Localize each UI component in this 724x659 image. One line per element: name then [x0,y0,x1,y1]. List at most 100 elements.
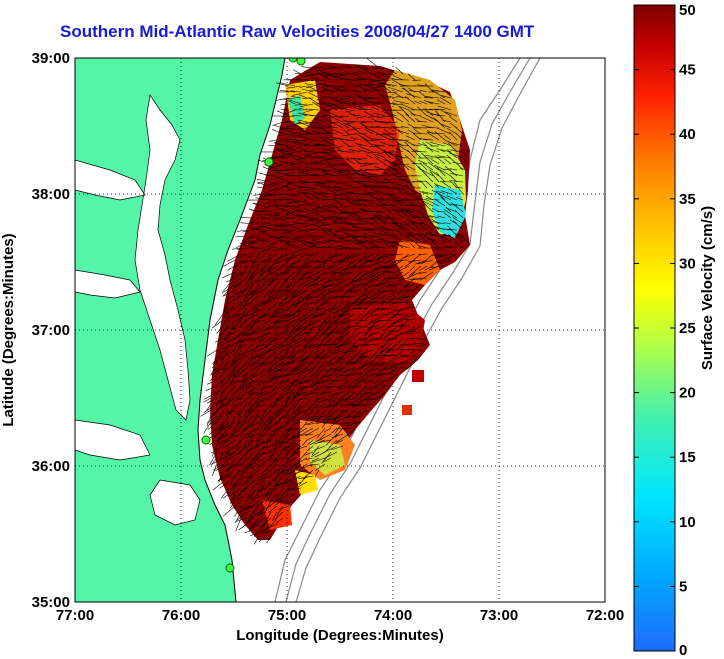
velocity-arrow [366,361,380,368]
velocity-arrow [359,96,374,105]
velocity-arrow [284,343,296,352]
velocity-arrow [283,253,296,262]
velocity-arrow [234,259,242,269]
velocity-arrow [417,233,428,243]
velocity-arrow [417,121,428,123]
velocity-arrow [259,523,266,530]
velocity-arrow [418,160,428,165]
velocity-arrow [320,253,326,260]
velocity-arrow [284,240,296,243]
velocity-arrow [278,343,290,349]
velocity-arrow [262,166,272,171]
velocity-arrow [263,295,278,303]
velocity-arrow [210,445,224,454]
velocity-arrow [330,128,344,135]
velocity-arrow [303,194,314,201]
velocity-arrow [303,181,320,183]
velocity-arrow [309,90,326,93]
velocity-arrow [297,373,308,384]
velocity-arrow [384,243,392,249]
velocity-arrow [279,499,290,504]
velocity-arrow [341,197,350,201]
velocity-arrow [248,469,260,479]
velocity-arrow [269,337,284,342]
velocity-arrow [313,409,320,418]
velocity-arrow [248,403,260,414]
velocity-arrow [301,243,314,249]
velocity-arrow [253,355,266,364]
velocity-arrow [291,115,302,117]
velocity-arrow [264,253,272,264]
velocity-arrow [343,415,356,419]
velocity-arrow [445,246,458,249]
velocity-arrow [385,348,398,351]
velocity-arrow [302,319,314,332]
velocity-arrow [443,222,452,225]
velocity-arrow [326,228,338,231]
velocity-arrow [256,403,266,408]
velocity-arrow [373,120,386,123]
velocity-arrow [326,319,338,329]
velocity-arrow [361,277,374,289]
velocity-arrow [237,349,254,356]
velocity-arrow [304,150,314,153]
velocity-arrow [290,289,296,296]
velocity-arrow [351,235,368,238]
velocity-arrow [354,241,368,245]
velocity-arrow [366,271,380,281]
velocity-arrow [314,469,320,477]
velocity-arrow [396,313,410,322]
velocity-arrow [310,241,326,245]
velocity-arrow [245,319,254,330]
velocity-arrow [276,331,284,337]
velocity-arrow [229,475,236,485]
velocity-arrow [295,325,308,332]
velocity-arrow [382,203,392,207]
velocity-arrow [232,325,242,330]
velocity-arrow [298,235,308,239]
velocity-arrow [259,373,266,380]
velocity-arrow [333,259,344,263]
velocity-arrow [258,385,266,397]
velocity-arrow [344,120,362,123]
velocity-arrow [266,227,278,231]
velocity-arrow [244,283,254,297]
velocity-arrow [290,90,302,93]
velocity-arrow [258,379,272,386]
velocity-arrow [406,331,422,335]
velocity-arrow [299,301,308,308]
velocity-arrow [295,190,308,195]
velocity-arrow [280,391,290,398]
velocity-arrow [292,165,302,171]
velocity-arrow [238,343,248,349]
velocity-arrow [278,379,284,387]
velocity-arrow [292,343,302,350]
velocity-arrow [242,349,248,358]
velocity-arrow [271,511,278,522]
velocity-arrow [387,86,404,93]
velocity-arrow [276,355,284,360]
velocity-arrow [299,313,314,323]
velocity-arrow [254,277,266,283]
velocity-arrow [353,247,362,250]
velocity-arrow [269,445,284,451]
velocity-arrow [234,505,242,517]
velocity-arrow [309,463,320,466]
velocity-arrow [268,283,278,297]
velocity-arrow [303,71,314,75]
velocity-arrow [237,445,248,454]
velocity-arrow [315,337,326,351]
velocity-arrow [245,427,260,436]
velocity-arrow [394,307,410,312]
velocity-arrow [378,232,386,237]
velocity-arrow [296,307,308,313]
velocity-arrow [331,427,338,434]
velocity-arrow [352,337,362,346]
velocity-arrow [449,180,464,183]
velocity-arrow [310,245,326,249]
velocity-arrow [229,415,236,429]
velocity-arrow [227,313,236,320]
velocity-arrow [286,379,296,393]
velocity-arrow [452,216,464,225]
velocity-arrow [322,132,338,135]
